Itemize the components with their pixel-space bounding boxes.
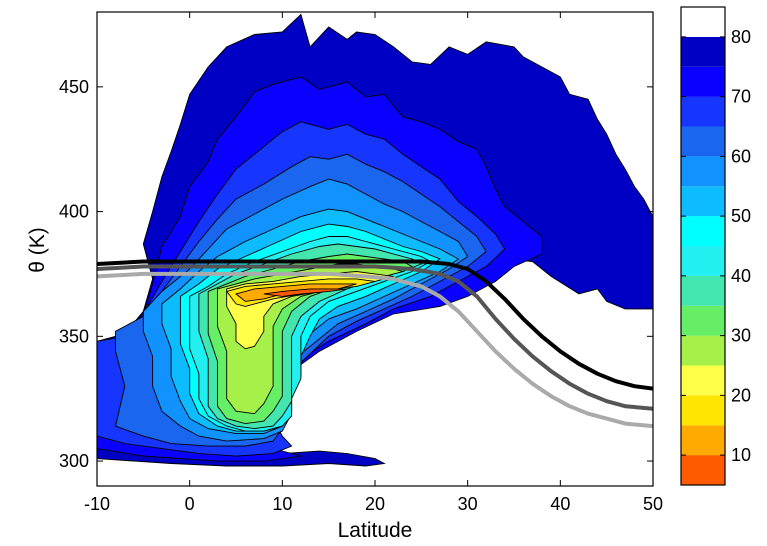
- colorbar-tick-label-1: 20: [731, 385, 751, 405]
- x-tick-label-5: 40: [550, 494, 570, 514]
- colorbar-tick-label-5: 60: [731, 146, 751, 166]
- x-tick-label-1: 0: [185, 494, 195, 514]
- colorbar-tick-label-4: 50: [731, 206, 751, 226]
- x-tick-label-4: 30: [458, 494, 478, 514]
- colorbar-swatch-8: [681, 216, 725, 246]
- colorbar-swatches: [681, 7, 725, 485]
- x-tick-label-2: 10: [272, 494, 292, 514]
- colorbar-tick-label-7: 80: [731, 27, 751, 47]
- colorbar-swatch-11: [681, 126, 725, 157]
- filled-contours: [97, 13, 653, 467]
- colorbar-tick-label-2: 30: [731, 326, 751, 346]
- x-axis-ticks: -10 0 10 20 30 40 50: [84, 12, 663, 514]
- colorbar-frame: [680, 6, 726, 486]
- overlay-line-0: [97, 259, 653, 391]
- overlay-lines: [97, 259, 653, 429]
- colorbar-swatch-4: [681, 335, 725, 366]
- colorbar-swatch-5: [681, 305, 725, 336]
- y-axis-ticks: 300 350 400 450: [59, 77, 653, 471]
- y-tick-label-3: 450: [59, 77, 89, 97]
- x-tick-label-0: -10: [84, 494, 110, 514]
- contour-region-13: [235, 283, 357, 302]
- y-tick-label-1: 350: [59, 326, 89, 346]
- colorbar-swatch-7: [681, 246, 725, 276]
- colorbar-swatch-3: [681, 365, 725, 396]
- colorbar-swatch-10: [681, 156, 725, 187]
- colorbar-swatch-0: [681, 455, 725, 485]
- contour-region-14: [263, 288, 348, 297]
- plot-area: [96, 11, 654, 487]
- colorbar-tick-label-0: 10: [731, 445, 751, 465]
- colorbar-swatch-15: [681, 7, 725, 37]
- colorbar-swatch-9: [681, 186, 725, 217]
- y-tick-label-0: 300: [59, 451, 89, 471]
- y-axis-label: θ (K): [26, 227, 49, 273]
- colorbar-swatch-12: [681, 96, 725, 127]
- x-tick-label-6: 50: [643, 494, 663, 514]
- overlay-line-2: [97, 271, 653, 429]
- x-tick-label-3: 20: [365, 494, 385, 514]
- x-axis-label: Latitude: [338, 519, 413, 542]
- overlay-line-1: [97, 264, 653, 411]
- y-tick-label-2: 400: [59, 202, 89, 222]
- colorbar-swatch-6: [681, 275, 725, 306]
- colorbar-swatch-14: [681, 36, 725, 67]
- colorbar: 10 20 30 40 50 60 70 80: [680, 6, 751, 486]
- colorbar-swatch-13: [681, 66, 725, 97]
- colorbar-swatch-1: [681, 425, 725, 456]
- colorbar-tick-label-3: 40: [731, 266, 751, 286]
- colorbar-swatch-2: [681, 395, 725, 426]
- colorbar-ticks: 10 20 30 40 50 60 70 80: [681, 27, 751, 465]
- colorbar-tick-label-6: 70: [731, 87, 751, 107]
